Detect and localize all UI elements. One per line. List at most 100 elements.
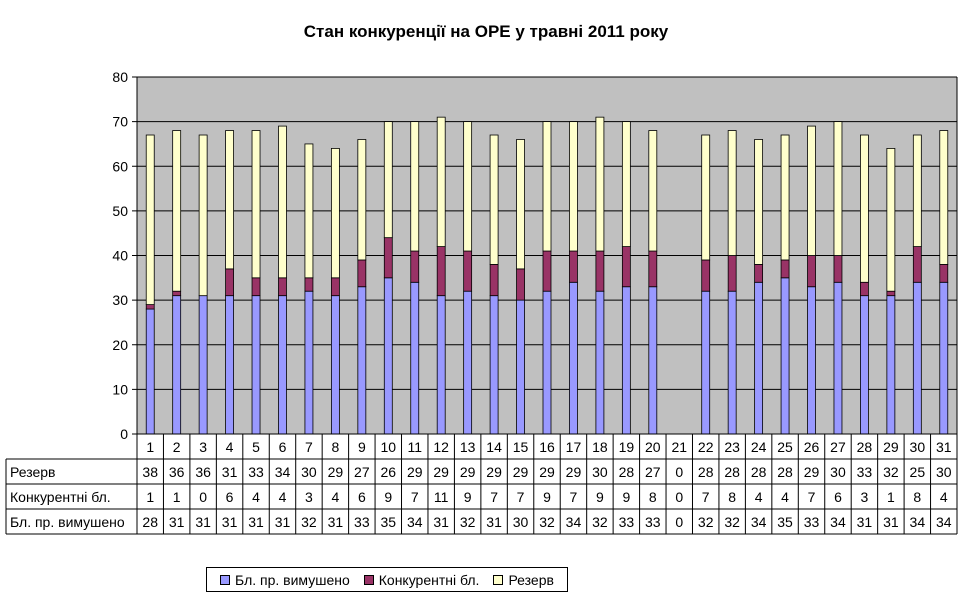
bar-segment-1 xyxy=(383,277,393,435)
bar-segment-3 xyxy=(727,130,737,256)
data-label: 1 xyxy=(887,489,895,505)
bar-segment-2 xyxy=(701,259,711,292)
bar-segment-3 xyxy=(939,130,949,265)
data-label: 33 xyxy=(857,464,873,480)
data-label: 4 xyxy=(279,489,287,505)
bar-segment-3 xyxy=(278,125,287,279)
bar-segment-2 xyxy=(489,264,499,297)
bar-segment-3 xyxy=(225,130,234,270)
x-tick-label: 16 xyxy=(539,439,555,455)
data-label: 27 xyxy=(645,464,661,480)
bar-segment-3 xyxy=(569,121,578,252)
x-tick-label: 31 xyxy=(936,439,952,455)
bar-segment-3 xyxy=(754,139,764,265)
bar-segment-1 xyxy=(516,299,525,435)
data-label: 30 xyxy=(513,514,529,530)
bar-segment-2 xyxy=(383,237,393,279)
data-label: 31 xyxy=(857,514,873,530)
bar-segment-1 xyxy=(780,277,790,435)
y-tick-label: 40 xyxy=(112,248,128,264)
bar-segment-2 xyxy=(542,250,552,292)
bar-segment-1 xyxy=(542,290,552,435)
table-row-label: Резерв xyxy=(10,464,55,480)
data-label: 29 xyxy=(328,464,344,480)
y-tick-label: 70 xyxy=(112,114,128,130)
data-label: 4 xyxy=(940,489,948,505)
data-label: 9 xyxy=(622,489,630,505)
data-label: 3 xyxy=(861,489,869,505)
bar-segment-1 xyxy=(912,281,922,435)
bar-segment-3 xyxy=(516,139,525,270)
data-label: 25 xyxy=(910,464,926,480)
data-label: 1 xyxy=(173,489,181,505)
bar-segment-3 xyxy=(621,121,631,247)
bar-segment-2 xyxy=(436,246,446,297)
bar-segment-3 xyxy=(410,121,420,252)
legend-item-reserve: Резерв xyxy=(493,571,554,588)
data-label: 31 xyxy=(486,514,502,530)
data-label: 31 xyxy=(275,514,291,530)
y-tick-label: 30 xyxy=(112,292,128,308)
legend-label-reserve: Резерв xyxy=(508,571,554,588)
x-tick-label: 26 xyxy=(804,439,820,455)
data-label: 32 xyxy=(592,514,608,530)
bar-segment-1 xyxy=(172,295,182,435)
bar-segment-2 xyxy=(780,259,790,279)
data-label: 36 xyxy=(195,464,211,480)
data-label: 28 xyxy=(751,464,767,480)
data-label: 32 xyxy=(301,514,317,530)
x-tick-label: 25 xyxy=(777,439,793,455)
bar-segment-2 xyxy=(463,250,473,292)
data-label: 32 xyxy=(460,514,476,530)
x-tick-label: 21 xyxy=(671,439,687,455)
x-tick-label: 19 xyxy=(619,439,635,455)
bar-segment-3 xyxy=(330,147,340,279)
x-tick-label: 10 xyxy=(381,439,397,455)
y-tick-label: 80 xyxy=(112,69,128,85)
data-label: 33 xyxy=(619,514,635,530)
data-label: 29 xyxy=(804,464,820,480)
data-label: 34 xyxy=(936,514,952,530)
data-label: 9 xyxy=(543,489,551,505)
data-label: 32 xyxy=(724,514,740,530)
bar-segment-1 xyxy=(727,290,737,435)
chart-title: Стан конкуренції на ОРЕ у травні 2011 ро… xyxy=(303,22,669,41)
data-label: 4 xyxy=(781,489,789,505)
data-label: 34 xyxy=(407,514,423,530)
data-label: 32 xyxy=(539,514,555,530)
bar-segment-2 xyxy=(569,250,578,283)
y-tick-label: 20 xyxy=(112,337,128,353)
bar-segment-3 xyxy=(251,130,261,279)
bar-segment-1 xyxy=(304,290,314,435)
bar-segment-3 xyxy=(145,134,155,305)
x-tick-label: 11 xyxy=(407,439,422,455)
data-label: 38 xyxy=(142,464,158,480)
bar-segment-1 xyxy=(621,286,631,435)
bar-segment-1 xyxy=(145,308,155,435)
y-tick-label: 0 xyxy=(120,426,128,442)
data-label: 7 xyxy=(490,489,498,505)
bar-segment-1 xyxy=(754,281,764,435)
bar-segment-1 xyxy=(807,286,816,435)
data-label: 7 xyxy=(411,489,419,505)
data-label: 8 xyxy=(728,489,736,505)
bar-segment-1 xyxy=(569,281,578,435)
data-label: 7 xyxy=(570,489,578,505)
data-label: 7 xyxy=(808,489,816,505)
x-tick-label: 8 xyxy=(331,439,339,455)
bar-segment-1 xyxy=(595,290,605,435)
data-label: 8 xyxy=(649,489,657,505)
data-label: 6 xyxy=(834,489,842,505)
bar-segment-3 xyxy=(383,121,393,239)
bar-segment-1 xyxy=(833,281,843,435)
bar-segment-3 xyxy=(833,121,843,256)
data-label: 3 xyxy=(305,489,313,505)
data-label: 31 xyxy=(169,514,185,530)
data-label: 28 xyxy=(724,464,740,480)
bar-segment-2 xyxy=(145,304,155,310)
data-label: 0 xyxy=(675,514,683,530)
bar-segment-1 xyxy=(278,295,287,435)
data-label: 29 xyxy=(486,464,502,480)
bar-segment-1 xyxy=(489,295,499,435)
bar-segment-1 xyxy=(330,295,340,435)
